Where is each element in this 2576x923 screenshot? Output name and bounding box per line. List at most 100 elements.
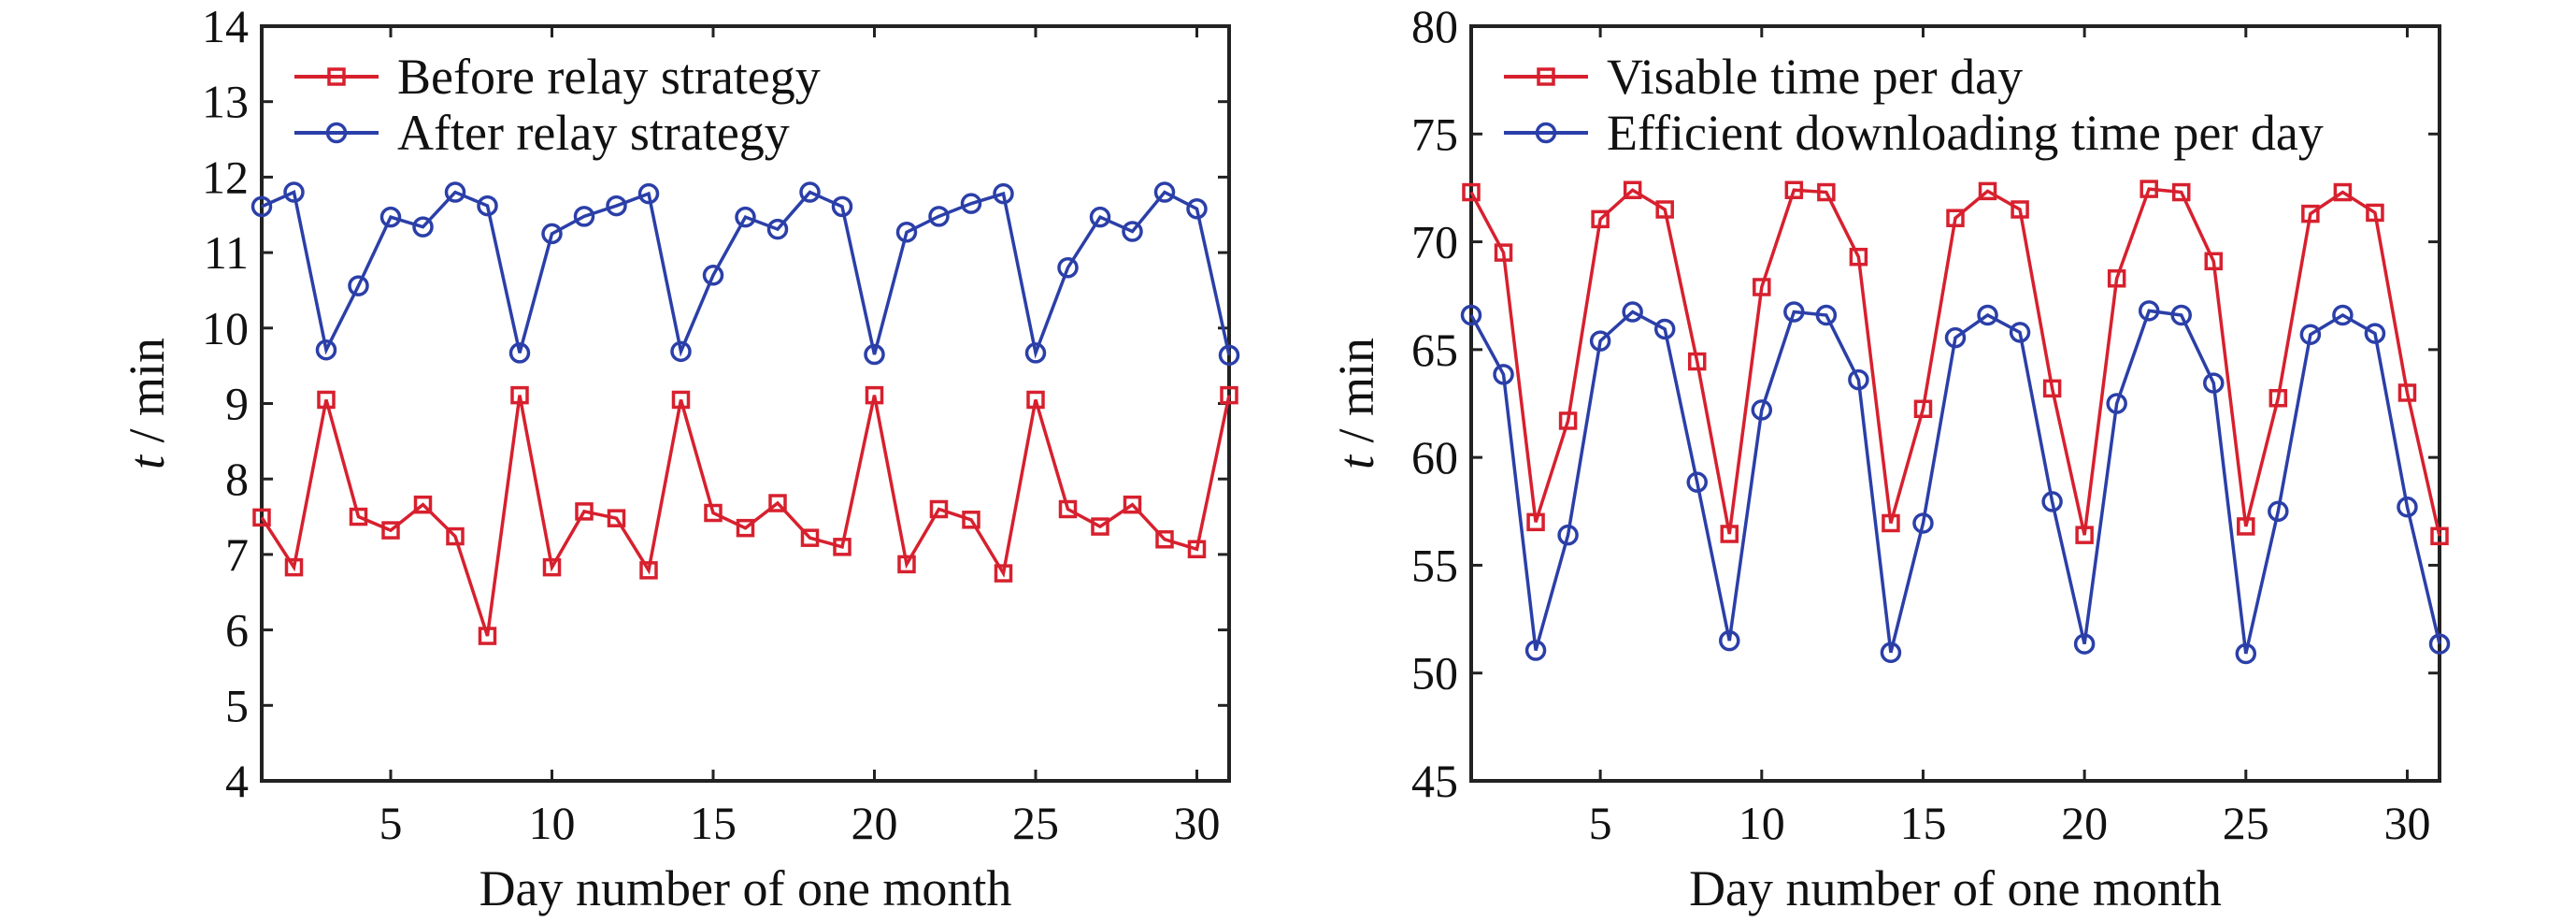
data-point-square (1882, 513, 1900, 533)
data-point-square (1946, 209, 1965, 227)
data-point-circle (1977, 304, 1998, 326)
data-point-square (2268, 388, 2288, 408)
legend-marker-circle (325, 122, 348, 144)
y-tick-label: 13 (202, 76, 249, 128)
data-point-square (1494, 243, 1513, 262)
data-point-square (284, 557, 304, 577)
data-point-square (1913, 399, 1933, 419)
y-axis-label-unit: / min (1328, 338, 1384, 455)
data-point-square (575, 502, 594, 521)
data-point-square (2237, 517, 2255, 536)
y-tick-label: 55 (1411, 539, 1458, 591)
data-point-circle (993, 182, 1014, 205)
series-line (1469, 309, 2441, 655)
data-point-circle (2268, 500, 2289, 523)
x-tick-label: 10 (529, 797, 576, 849)
data-point-circle (766, 218, 789, 240)
data-point-circle (412, 216, 434, 238)
series-2 (250, 181, 1240, 367)
data-point-square (994, 564, 1013, 583)
data-point-circle (928, 206, 950, 227)
data-point-square (381, 521, 400, 540)
data-point-circle (1089, 206, 1111, 228)
legend-label: Visable time per day (1607, 49, 2023, 105)
data-point-square (413, 495, 433, 514)
data-point-circle (444, 181, 466, 203)
data-point-square (897, 555, 916, 574)
x-axis-label: Day number of one month (1689, 860, 2222, 916)
data-point-circle (895, 222, 918, 243)
y-tick-label: 45 (1411, 755, 1458, 807)
data-point-circle (2235, 642, 2257, 665)
data-point-circle (1524, 640, 1547, 661)
data-point-square (704, 503, 723, 523)
data-point-square (865, 385, 884, 405)
x-tick-label: 25 (2223, 797, 2269, 849)
data-point-circle (1122, 221, 1143, 242)
legend-entry-2: After relay strategy (294, 105, 790, 161)
y-tick-label: 10 (202, 302, 249, 354)
series-line (1469, 187, 2441, 537)
data-point-circle (1815, 304, 1838, 326)
data-point-square (1753, 278, 1771, 296)
data-point-square (1623, 180, 1642, 199)
data-point-circle (250, 195, 273, 218)
data-point-circle (2428, 633, 2451, 655)
legend-marker-circle (1535, 122, 1557, 144)
data-point-square (800, 528, 820, 547)
data-point-circle (1589, 330, 1611, 352)
data-point-circle (379, 206, 402, 228)
data-point-circle (960, 193, 982, 214)
data-point-square (1155, 530, 1174, 549)
data-point-circle (315, 339, 337, 361)
data-point-circle (637, 182, 660, 205)
data-point-square (446, 526, 465, 546)
data-point-circle (2364, 323, 2386, 344)
legend-label: Before relay strategy (397, 49, 821, 105)
data-point-circle (2299, 324, 2322, 345)
x-tick-label: 15 (1899, 797, 1946, 849)
data-point-circle (1557, 524, 1579, 546)
y-tick-label: 14 (202, 0, 249, 52)
data-point-circle (2106, 393, 2127, 414)
y-tick-label: 60 (1411, 431, 1458, 483)
data-point-circle (573, 206, 595, 227)
data-point-square (1978, 181, 1997, 201)
data-point-circle (1686, 471, 1708, 493)
data-point-square (1849, 247, 1868, 267)
legend-entry-1: Visable time per day (1504, 49, 2023, 105)
data-point-circle (1460, 304, 1482, 326)
x-tick-label: 15 (690, 797, 737, 849)
data-point-square (962, 511, 980, 529)
data-point-circle (702, 265, 724, 286)
legend-entry-2: Efficient downloading time per day (1504, 105, 2324, 161)
data-point-circle (1944, 326, 1967, 349)
x-tick-label: 5 (379, 797, 403, 849)
data-point-square (1655, 200, 1674, 219)
x-axis-label: Day number of one month (479, 860, 1012, 916)
x-tick-label: 30 (2383, 797, 2430, 849)
data-point-square (1591, 209, 1610, 229)
data-point-square (2042, 379, 2062, 398)
data-point-circle (1024, 342, 1047, 364)
data-point-circle (1057, 256, 1079, 279)
data-point-circle (1493, 364, 1514, 385)
y-tick-label: 5 (225, 679, 249, 731)
data-point-circle (1186, 198, 1208, 220)
data-point-square (1558, 411, 1578, 430)
data-point-square (510, 385, 529, 405)
y-tick-label: 11 (204, 226, 249, 279)
data-point-circle (1218, 344, 1240, 367)
data-point-circle (283, 181, 305, 203)
y-tick-label: 80 (1411, 0, 1458, 52)
data-point-square (1720, 525, 1739, 543)
legend-marker-square (1537, 67, 1555, 86)
data-point-square (2333, 182, 2353, 202)
y-tick-label: 4 (225, 755, 249, 807)
data-point-square (1462, 182, 1481, 202)
y-tick-label: 12 (202, 151, 249, 203)
data-point-circle (348, 275, 369, 296)
y-tick-label: 7 (225, 528, 249, 581)
data-point-square (317, 390, 336, 410)
legend-marker-square (327, 67, 346, 86)
